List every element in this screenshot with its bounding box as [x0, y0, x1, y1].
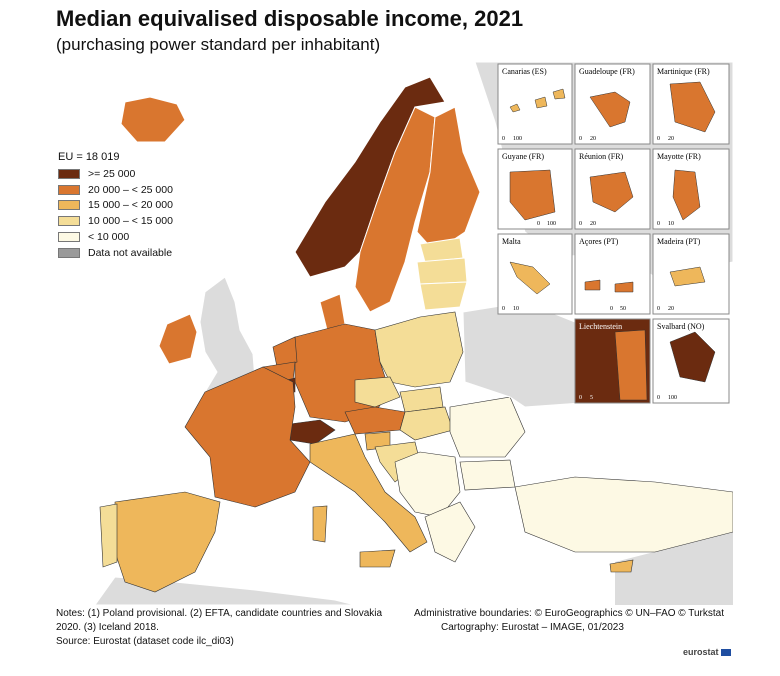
inset-reunion-shape: [589, 171, 634, 213]
country-czechia: [354, 376, 401, 408]
cartography-credit: Cartography: Eurostat – IMAGE, 01/2023: [441, 622, 624, 633]
legend-item: 20 000 – < 25 000: [58, 182, 173, 198]
legend-item: Data not available: [58, 245, 173, 261]
eurostat-logo: eurostat: [683, 647, 731, 657]
inset-mayotte-shape: [672, 169, 701, 221]
legend-item: >= 25 000: [58, 166, 173, 182]
country-sardinia: [312, 505, 328, 543]
country-sweden: [354, 106, 436, 313]
legend-swatch: [58, 232, 80, 243]
notes-text: Notes: (1) Poland provisional. (2) EFTA,…: [56, 608, 383, 633]
svg-text:20: 20: [668, 306, 674, 312]
country-iceland: [120, 96, 186, 143]
svg-text:100: 100: [513, 136, 522, 142]
legend-swatch: [58, 168, 80, 179]
legend-swatch: [58, 247, 80, 258]
europe-map: Canarias (ES) Guadeloupe (FR) Martinique…: [55, 62, 733, 605]
legend-swatch: [58, 184, 80, 195]
svg-text:20: 20: [590, 221, 596, 227]
legend-item: 10 000 – < 15 000: [58, 213, 173, 229]
inset-guadeloupe-shape: [589, 91, 631, 128]
svg-text:0: 0: [537, 221, 540, 227]
inset-label: Canarias (ES): [502, 67, 547, 76]
svg-text:0: 0: [579, 136, 582, 142]
boundaries-credit: Administrative boundaries: © EuroGeograp…: [414, 608, 725, 619]
inset-label: Martinique (FR): [657, 67, 710, 76]
inset-label: Malta: [502, 237, 521, 246]
map-title: Median equivalised disposable income, 20…: [56, 6, 524, 31]
country-ireland: [158, 313, 198, 365]
country-finland: [416, 106, 481, 253]
country-lithuania: [419, 281, 468, 311]
country-latvia: [416, 257, 468, 285]
inset-label: Guyane (FR): [502, 152, 544, 161]
legend-item: 15 000 – < 20 000: [58, 198, 173, 214]
svg-text:50: 50: [620, 306, 626, 312]
country-cyprus: [609, 559, 634, 573]
svg-text:10: 10: [668, 221, 674, 227]
svg-text:20: 20: [668, 136, 674, 142]
country-turkey: [514, 476, 733, 553]
inset-label: Liechtenstein: [579, 322, 622, 331]
inset-labels: Canarias (ES) Guadeloupe (FR) Martinique…: [502, 67, 710, 331]
map-subtitle: (purchasing power standard per inhabitan…: [56, 35, 381, 54]
inset-label: Guadeloupe (FR): [579, 67, 635, 76]
svg-text:0: 0: [579, 395, 582, 401]
country-norway: [294, 76, 446, 278]
map-legend: EU = 18 019 >= 25 000 20 000 – < 25 000 …: [58, 151, 173, 261]
legend-swatch: [58, 200, 80, 211]
legend-swatch: [58, 216, 80, 227]
country-sicily: [359, 549, 396, 568]
inset-guyane-shape: [509, 169, 556, 221]
inset-liechtenstein-shape: [614, 329, 648, 401]
svg-text:0: 0: [657, 221, 660, 227]
svg-text:100: 100: [547, 221, 556, 227]
svg-text:0: 0: [657, 306, 660, 312]
inset-canarias-islands: [509, 88, 566, 113]
svg-text:0: 0: [610, 306, 613, 312]
inset-madeira-shape: [669, 266, 706, 287]
country-spain: [114, 491, 221, 593]
source-text: Source: Eurostat (dataset code ilc_di03): [56, 636, 234, 647]
middle-east-region: [615, 532, 733, 605]
country-portugal: [99, 503, 118, 568]
svg-text:0: 0: [657, 136, 660, 142]
country-hungary: [399, 406, 454, 441]
svg-text:10: 10: [513, 306, 519, 312]
country-france: [184, 366, 311, 508]
country-austria: [344, 406, 406, 435]
svg-text:0: 0: [579, 221, 582, 227]
eu-flag-icon: [720, 648, 731, 656]
inset-svalbard-shape: [669, 331, 716, 383]
inset-label: Madeira (PT): [657, 237, 701, 246]
country-netherlands: [272, 336, 298, 368]
country-bulgaria: [459, 459, 516, 491]
legend-item: < 10 000: [58, 229, 173, 245]
inset-label: Svalbard (NO): [657, 322, 705, 331]
inset-label: Açores (PT): [579, 237, 619, 246]
notes: Notes: (1) Poland provisional. (2) EFTA,…: [56, 607, 406, 649]
svg-text:20: 20: [590, 136, 596, 142]
country-poland: [374, 311, 464, 388]
svg-text:0: 0: [657, 395, 660, 401]
svg-text:100: 100: [668, 395, 677, 401]
inset-martinique-shape: [669, 81, 716, 133]
region-western-balkans: [394, 451, 461, 518]
svg-text:5: 5: [590, 395, 593, 401]
inset-label: Mayotte (FR): [657, 152, 701, 161]
svg-text:0: 0: [502, 306, 505, 312]
country-greece: [424, 501, 476, 563]
inset-label: Réunion (FR): [579, 152, 624, 161]
legend-eu-value: EU = 18 019: [58, 151, 120, 163]
logo-text: eurostat: [683, 647, 719, 657]
credits: Administrative boundaries: © EuroGeograp…: [414, 607, 734, 635]
country-italy: [309, 433, 428, 553]
inset-acores-shape: [584, 279, 634, 293]
inset-malta-shape: [509, 261, 551, 295]
svg-text:0: 0: [502, 136, 505, 142]
